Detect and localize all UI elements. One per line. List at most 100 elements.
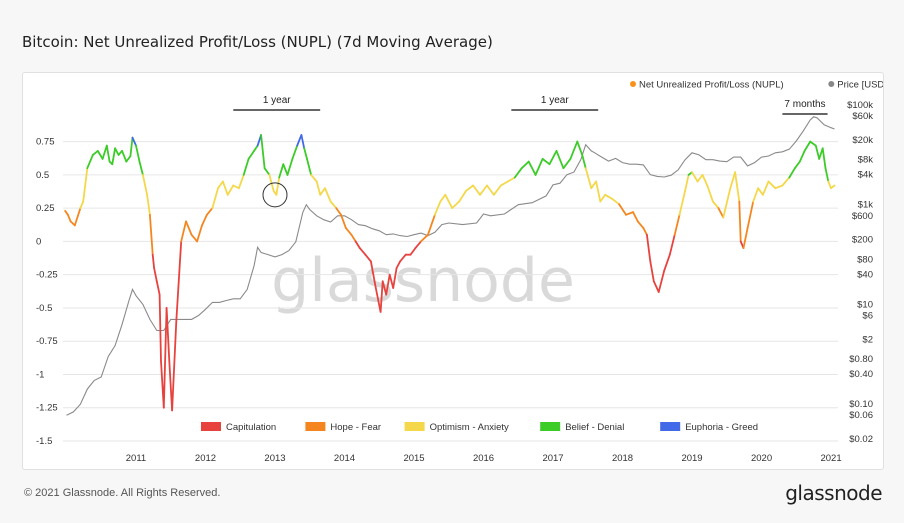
zone-legend-swatch: [305, 422, 326, 431]
nupl-segment: [632, 211, 639, 223]
nupl-segment: [722, 187, 732, 219]
page-title: Bitcoin: Net Unrealized Profit/Loss (NUP…: [22, 33, 493, 51]
zone-legend-label: Belief - Denial: [565, 422, 624, 433]
nupl-segment: [379, 280, 384, 313]
nupl-segment: [242, 158, 250, 176]
nupl-segment: [486, 184, 495, 196]
nupl-segment: [335, 207, 342, 216]
nupl-segment: [201, 213, 208, 227]
nupl-segment: [374, 287, 382, 313]
x-tick-label: 2011: [126, 453, 146, 464]
nupl-segment: [149, 213, 154, 256]
glassnode-logo: glassnode: [785, 481, 882, 505]
nupl-segment: [444, 193, 454, 210]
x-tick-label: 2012: [195, 453, 216, 464]
y-left-tick-label: -1: [36, 369, 44, 380]
nupl-segment: [712, 200, 720, 210]
nupl-segment: [657, 269, 666, 293]
zone-legend-label: Capitulation: [226, 422, 276, 433]
nupl-segment: [286, 158, 294, 176]
nupl-segment: [439, 193, 447, 203]
nupl-segment: [409, 247, 417, 256]
watermark: glassnode: [271, 246, 575, 316]
y-right-tick-label: $600: [852, 211, 873, 222]
nupl-segment: [232, 184, 240, 190]
nupl-segment: [684, 174, 690, 192]
y-left-tick-label: -0.75: [36, 336, 58, 347]
nupl-chart: glassnode 0.75 0.5 0.25 0 -0.25 -0.5 -0.75 -1 -1.…: [36, 80, 883, 465]
nupl-segment: [618, 203, 627, 216]
y-right-tick-label: $40: [857, 269, 873, 280]
nupl-segment: [426, 213, 436, 236]
nupl-segment: [534, 158, 544, 176]
y-left-tick-label: 0.5: [36, 170, 49, 181]
y-left-tick-label: 0.25: [36, 203, 55, 214]
nupl-segment: [263, 167, 271, 176]
nupl-segment: [668, 233, 676, 256]
nupl-segment: [111, 147, 116, 166]
nupl-segment: [381, 280, 388, 296]
nupl-segment: [479, 184, 488, 196]
nupl-segment: [458, 189, 468, 203]
nupl-segment: [492, 184, 502, 196]
x-tick-label: 2017: [542, 453, 563, 464]
zone-legend-swatch: [540, 422, 561, 431]
x-tick-label: 2014: [334, 453, 355, 464]
nupl-segment: [590, 180, 597, 190]
nupl-segment: [499, 180, 509, 187]
nupl-segment: [247, 150, 256, 160]
y-right-tick-label: $0.40: [849, 369, 873, 380]
nupl-segment: [354, 240, 361, 250]
nupl-segment: [96, 150, 104, 160]
nupl-segment: [420, 233, 429, 243]
nupl-segment: [562, 158, 572, 170]
nupl-segment: [738, 200, 742, 243]
x-tick-label: 2018: [612, 453, 633, 464]
nupl-segment: [527, 160, 537, 176]
nupl-segment: [649, 260, 655, 283]
zone-legend-swatch: [404, 422, 425, 431]
x-tick-label: 2016: [473, 453, 494, 464]
nupl-segment: [762, 180, 770, 196]
y-right-tick-label: $8k: [858, 155, 874, 166]
y-right-tick-label: $60k: [852, 111, 873, 122]
nupl-segment: [369, 260, 377, 289]
y-right-tick-label: $1k: [858, 200, 874, 211]
nupl-segment: [746, 200, 755, 230]
nupl-segment: [388, 273, 395, 289]
nupl-segment: [757, 187, 764, 196]
nupl-segment: [395, 260, 402, 269]
legend-marker: [828, 81, 835, 87]
nupl-segment: [599, 193, 607, 203]
y-left-tick-label: 0: [36, 236, 41, 247]
nupl-segment: [226, 184, 235, 196]
nupl-segment: [142, 174, 148, 196]
annotation-label: 7 months: [784, 99, 825, 110]
nupl-segment: [329, 200, 338, 210]
nupl-segment: [392, 267, 398, 289]
y-right-tick-label: $10: [857, 299, 873, 310]
nupl-segment: [767, 180, 777, 190]
y-right-tick-label: $80: [857, 254, 873, 265]
nupl-segment: [358, 247, 367, 256]
nupl-segment: [691, 171, 699, 183]
nupl-segment: [319, 187, 326, 196]
nupl-segment: [86, 154, 94, 170]
nupl-segment: [706, 184, 714, 203]
nupl-segment: [673, 213, 681, 236]
nupl-segment: [340, 213, 347, 230]
nupl-segment: [814, 144, 821, 160]
nupl-segment: [221, 180, 229, 196]
nupl-segment: [646, 233, 652, 263]
nupl-segment: [185, 220, 193, 236]
zone-legend-label: Optimism - Anxiety: [430, 422, 509, 433]
y-right-tick-label: $20k: [852, 135, 873, 146]
nupl-segment: [451, 200, 461, 210]
nupl-segment: [663, 253, 671, 272]
nupl-segment: [584, 167, 593, 190]
nupl-segment: [774, 184, 784, 190]
nupl-segment: [604, 193, 613, 200]
nupl-segment: [581, 154, 587, 170]
nupl-segment: [324, 187, 332, 203]
zone-legend-label: Euphoria - Greed: [685, 422, 758, 433]
